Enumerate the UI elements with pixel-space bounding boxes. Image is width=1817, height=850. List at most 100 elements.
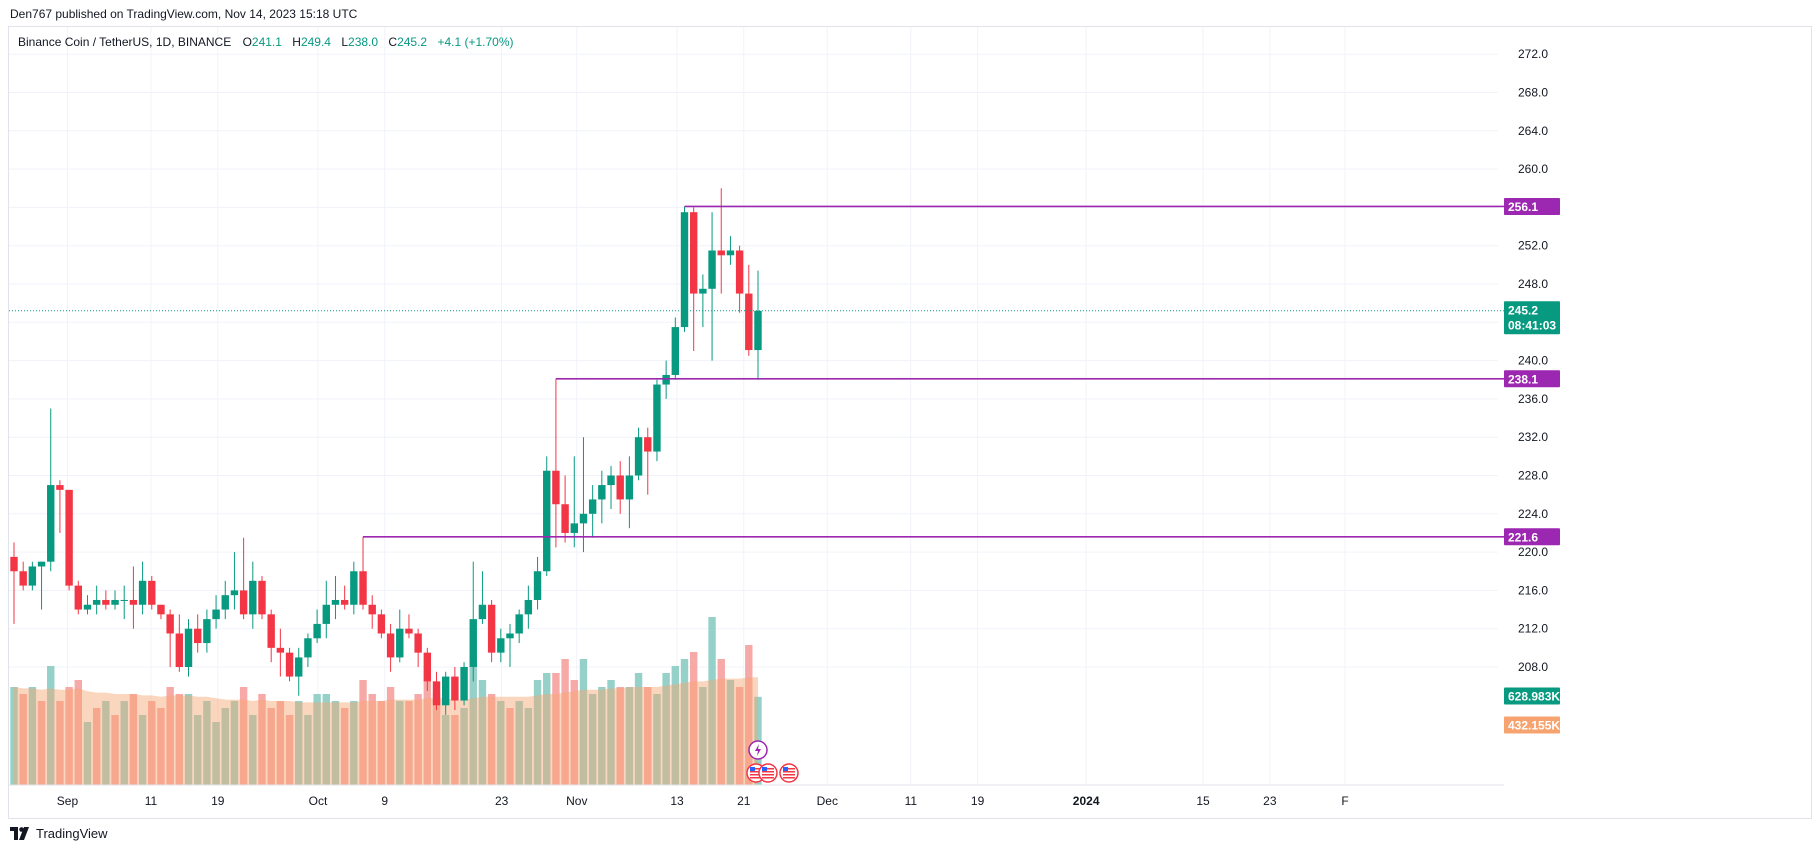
volume-bar: [157, 708, 165, 785]
time-tick-label: 19: [971, 794, 985, 808]
high-value: 249.4: [300, 35, 331, 49]
candle-body: [671, 327, 680, 375]
price-tag-text: 628.983K: [1508, 690, 1560, 704]
volume-bar: [194, 715, 202, 785]
price-tag-bg: [1504, 197, 1560, 215]
candle-body: [350, 571, 358, 605]
candle-body: [175, 633, 184, 667]
candle-body: [37, 561, 46, 567]
volume-bar: [47, 666, 55, 785]
volume-bar: [414, 694, 422, 785]
candle-body: [552, 470, 560, 505]
volume-bar: [83, 722, 92, 785]
volume-bar: [441, 715, 450, 785]
candle-body: [322, 604, 330, 624]
volume-series: [10, 617, 762, 785]
candle-body: [340, 599, 349, 605]
flag-stripe: [782, 777, 795, 779]
flag-stripe: [782, 768, 795, 770]
flag-stripe: [749, 774, 762, 776]
flag-ring: [779, 763, 799, 783]
price-tick-label: 232.0: [1518, 430, 1548, 444]
volume-bar: [295, 701, 303, 785]
candle-body: [10, 556, 18, 572]
close-value: 245.2: [397, 35, 428, 49]
volume-bar: [607, 680, 615, 785]
candle-body: [56, 485, 64, 490]
price-tick-label: 272.0: [1518, 47, 1548, 61]
volume-bar: [138, 715, 147, 785]
candle-body: [92, 599, 101, 605]
level-price-tag: 221.6: [1504, 528, 1560, 546]
price-tick-label: 220.0: [1518, 545, 1548, 559]
volume-bar: [10, 687, 18, 785]
candle-body: [478, 604, 487, 620]
candle-body: [607, 475, 615, 486]
chart-frame: [8, 26, 1812, 819]
candle-body: [295, 657, 303, 677]
volume-bar: [350, 701, 358, 785]
volume-bar: [717, 659, 725, 785]
event-markers: [746, 740, 799, 783]
candle-body: [386, 633, 395, 658]
candle-body: [524, 599, 533, 615]
volume-bar: [653, 694, 661, 785]
candle-body: [396, 628, 404, 658]
candle-body: [83, 604, 92, 610]
time-tick-label: Sep: [57, 794, 79, 808]
candle-body: [487, 604, 496, 653]
candle-body: [276, 647, 285, 653]
candle-body: [598, 485, 606, 500]
open-value: 241.1: [251, 35, 282, 49]
candle-body: [267, 614, 275, 648]
candle-body: [745, 293, 753, 351]
candle-body: [680, 212, 689, 328]
volume-bar: [616, 687, 624, 785]
tradingview-logo-icon: [10, 827, 29, 840]
footer-brand[interactable]: TradingView: [10, 826, 108, 841]
volume-ma-tag: 432.155K: [1504, 716, 1560, 734]
footer-brand-text: TradingView: [36, 826, 108, 841]
volume-value-tag: 628.983K: [1504, 687, 1560, 705]
candle-body: [717, 250, 725, 256]
volume-bar: [396, 701, 404, 785]
symbol-title[interactable]: Binance Coin / TetherUS, 1D, BINANCE: [18, 35, 232, 49]
time-tick-label: 9: [381, 794, 388, 808]
volume-bar: [212, 722, 220, 785]
volume-bar: [644, 687, 652, 785]
price-tick-label: 268.0: [1518, 86, 1548, 100]
time-tick-label: 11: [145, 794, 158, 808]
volume-bar: [359, 680, 367, 785]
volume-bar: [533, 680, 542, 785]
close-label: C: [388, 35, 398, 49]
candle-body: [111, 599, 119, 605]
candle-body: [451, 676, 459, 701]
volume-bar: [258, 694, 266, 785]
price-tick-label: 236.0: [1518, 392, 1548, 406]
volume-bar: [331, 701, 340, 785]
volume-bar: [148, 701, 156, 785]
candle-body: [616, 475, 624, 500]
candle-body: [497, 638, 505, 653]
volume-bar: [469, 659, 477, 785]
time-tick-label: F: [1341, 794, 1348, 808]
flag-stripe: [761, 777, 774, 779]
candle-body: [28, 566, 37, 586]
candle-body: [644, 437, 652, 452]
candle-body: [561, 504, 569, 533]
candle-body: [120, 599, 128, 601]
candle-body: [754, 310, 762, 351]
time-tick-label: 19: [211, 794, 225, 808]
us-flag-icon: [758, 763, 778, 783]
flag-stripe: [782, 774, 795, 776]
change-value: +4.1 (+1.70%): [437, 35, 514, 49]
time-tick-label: Dec: [817, 794, 838, 808]
price-tick-label: 212.0: [1518, 622, 1548, 636]
flag-stripe: [761, 774, 774, 776]
price-tag-bg: [1504, 528, 1560, 546]
candle-body: [359, 571, 367, 605]
flag-stripe: [761, 768, 774, 770]
volume-bar: [515, 701, 523, 785]
candle-body: [203, 619, 211, 644]
